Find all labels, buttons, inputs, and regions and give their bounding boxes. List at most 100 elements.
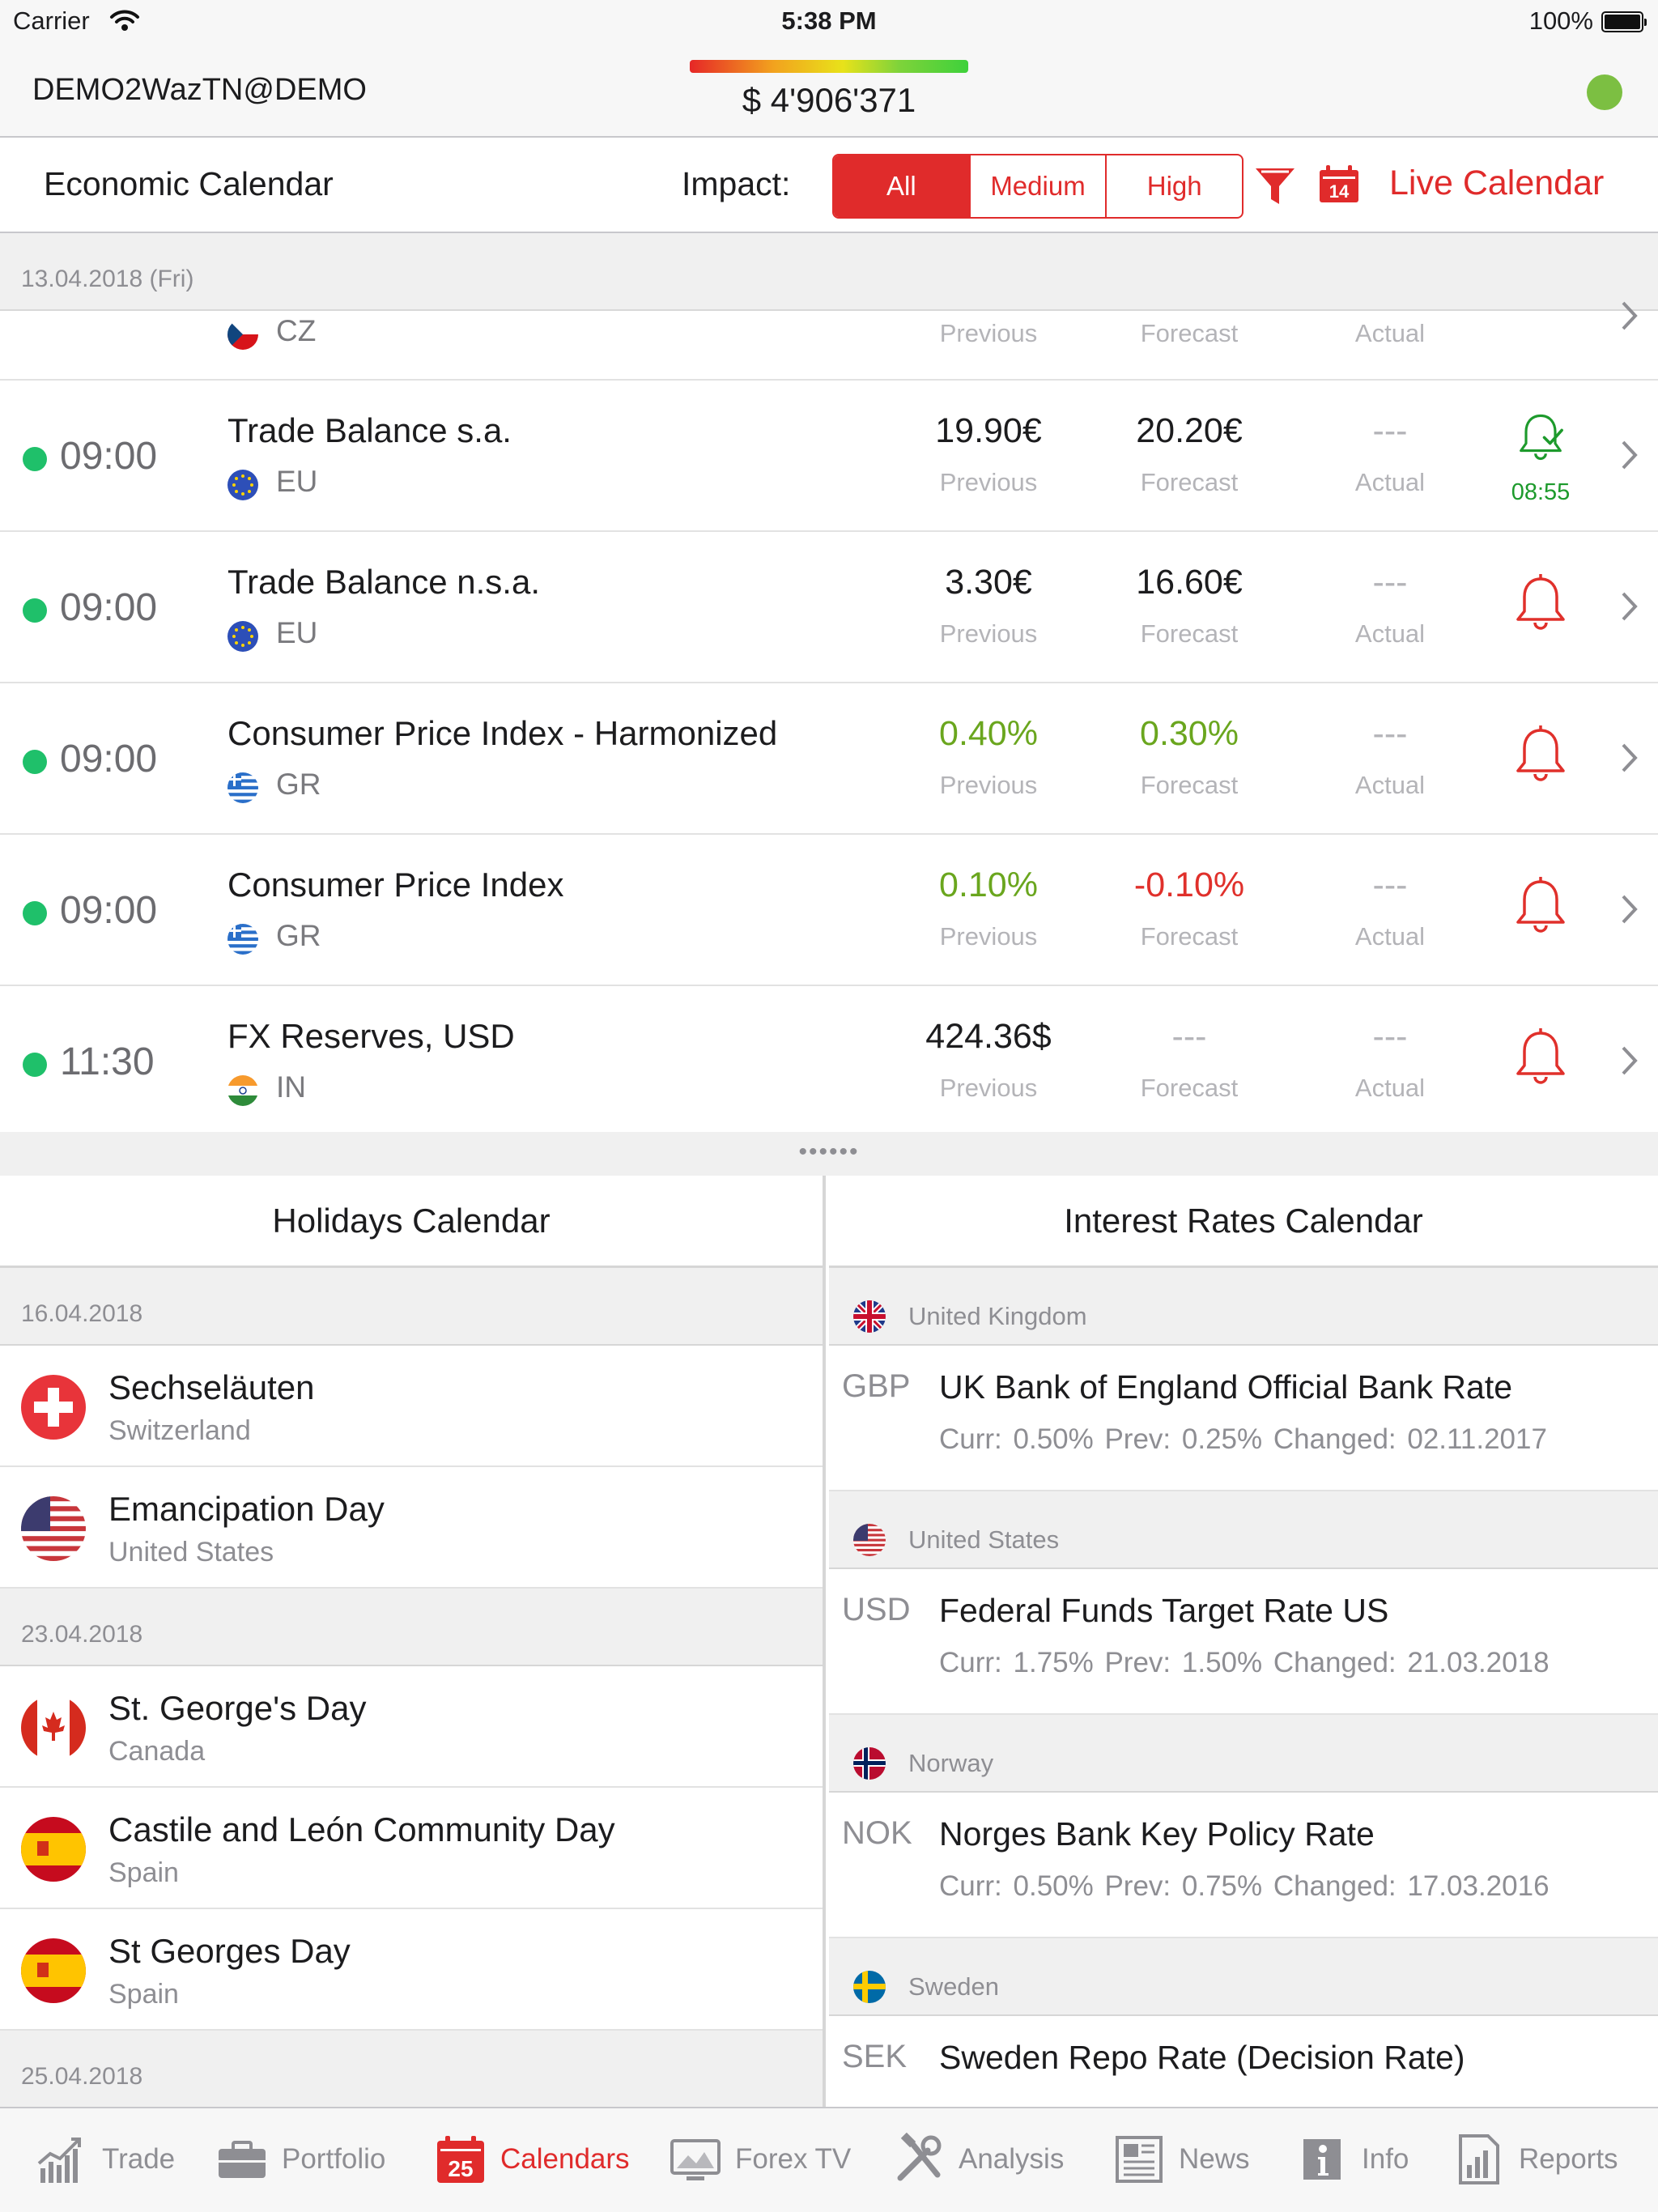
holiday-row[interactable]: St. George's Day Canada <box>0 1666 823 1788</box>
chevron-right-icon <box>1622 743 1638 772</box>
forecast-label: Forecast <box>1140 922 1239 951</box>
event-name: Trade Balance n.s.a. <box>227 563 540 601</box>
calendar-icon: 25 <box>437 2136 484 2183</box>
bell-icon[interactable] <box>1512 1027 1569 1091</box>
holiday-row[interactable]: Sechseläuten Switzerland <box>0 1346 823 1467</box>
rate-row[interactable]: SEK Sweden Repo Rate (Decision Rate) <box>829 2016 1658 2107</box>
forecast-label: Forecast <box>1140 468 1239 496</box>
impact-medium-button[interactable]: Medium <box>968 155 1106 217</box>
bell-icon[interactable] <box>1512 724 1569 789</box>
rate-country-header: Norway <box>829 1715 1658 1793</box>
chevron-right-icon <box>1622 1046 1638 1075</box>
rate-name: Norges Bank Key Policy Rate <box>939 1815 1375 1853</box>
drag-handle-icon[interactable]: •••••• <box>798 1138 860 1165</box>
event-row[interactable]: 09:00 Consumer Price Index - Harmonized … <box>0 683 1658 835</box>
previous-label: Previous <box>939 771 1038 799</box>
interest-rates-calendar-pane[interactable]: Interest Rates Calendar United Kingdom G… <box>829 1176 1658 2107</box>
live-status-dot <box>23 750 47 774</box>
rate-row[interactable]: NOK Norges Bank Key Policy Rate Curr: 0.… <box>829 1793 1658 1938</box>
rate-country-name: United States <box>908 1525 1060 1554</box>
tab-portfolio[interactable]: Portfolio <box>215 2131 385 2188</box>
economic-calendar-title: Economic Calendar <box>44 165 334 202</box>
margin-level-bar <box>690 60 968 73</box>
info-icon <box>1303 2139 1341 2180</box>
rate-detail: Curr: 0.50% Prev: 0.25% Changed: 02.11.2… <box>939 1423 1547 1455</box>
rate-row[interactable]: GBP UK Bank of England Official Bank Rat… <box>829 1346 1658 1491</box>
rate-country-name: United Kingdom <box>908 1302 1087 1330</box>
status-bar: Carrier 5:38 PM 100% <box>0 0 1658 45</box>
tab-bar: Trade Portfolio 25 Calendars Forex TV An… <box>0 2107 1658 2212</box>
tab-label: Forex TV <box>735 2143 852 2175</box>
holiday-country: United States <box>108 1537 274 1568</box>
rate-detail: Curr: 0.50% Prev: 0.75% Changed: 17.03.2… <box>939 1870 1550 1902</box>
bell-icon[interactable] <box>1512 572 1569 637</box>
event-row[interactable]: 09:00 Consumer Price Index GR 0.10% -0.1… <box>0 835 1658 986</box>
event-row[interactable]: 09:00 Trade Balance s.a. EU 19.90€ 20.20… <box>0 381 1658 532</box>
flag-in-icon <box>227 1075 258 1106</box>
live-calendar-button[interactable]: Live Calendar <box>1389 164 1605 202</box>
bell-icon[interactable] <box>1512 875 1569 940</box>
tab-calendars[interactable]: 25 Calendars <box>434 2131 630 2188</box>
live-status-dot <box>23 901 47 925</box>
holiday-name: Sechseläuten <box>108 1368 315 1406</box>
holiday-row[interactable]: St Georges Day Spain <box>0 1909 823 2031</box>
holiday-date-header: 23.04.2018 <box>0 1589 823 1666</box>
bell-alert-set-icon[interactable] <box>1512 411 1569 470</box>
live-status-dot <box>23 598 47 623</box>
tab-forex-tv[interactable]: Forex TV <box>669 2131 851 2188</box>
rate-currency: NOK <box>842 1815 912 1851</box>
battery-icon <box>1601 11 1647 32</box>
impact-high-button[interactable]: High <box>1105 155 1242 217</box>
event-country: IN <box>276 1070 306 1104</box>
calendar-icon[interactable]: 14 <box>1318 165 1360 204</box>
tab-label: Calendars <box>500 2143 630 2175</box>
actual-value: --- <box>1372 1017 1408 1056</box>
rate-name: Federal Funds Target Rate US <box>939 1592 1389 1629</box>
holidays-calendar-pane[interactable]: Holidays Calendar 16.04.2018 Sechseläute… <box>0 1176 826 2107</box>
tab-trade[interactable]: Trade <box>36 2131 175 2188</box>
event-name: Consumer Price Index - Harmonized <box>227 714 778 752</box>
account-name[interactable]: DEMO2WazTN@DEMO <box>32 73 367 107</box>
actual-value: --- <box>1372 563 1408 602</box>
rate-country-name: Sweden <box>908 1972 1000 2001</box>
flag-no-icon <box>853 1747 886 1780</box>
rate-name: Sweden Repo Rate (Decision Rate) <box>939 2039 1465 2076</box>
clock: 5:38 PM <box>781 6 877 35</box>
holiday-country: Switzerland <box>108 1415 251 1446</box>
event-country: EU <box>276 465 318 498</box>
actual-value: --- <box>1372 714 1408 753</box>
holiday-date-header: 16.04.2018 <box>0 1268 823 1346</box>
tab-reports[interactable]: Reports <box>1452 2131 1618 2188</box>
calendar-icon-day: 14 <box>1329 181 1350 202</box>
rate-currency: GBP <box>842 1368 911 1404</box>
event-row[interactable]: 11:30 FX Reserves, USD IN 424.36$ --- --… <box>0 986 1658 1132</box>
holiday-name: St Georges Day <box>108 1932 351 1970</box>
tab-info[interactable]: Info <box>1295 2131 1409 2188</box>
pane-splitter[interactable]: •••••• <box>0 1132 1658 1176</box>
newspaper-icon <box>1116 2136 1163 2183</box>
account-header: DEMO2WazTN@DEMO $ 4'906'371 <box>0 45 1658 138</box>
live-status-dot <box>23 1053 47 1077</box>
event-row[interactable]: CZ Previous Forecast Actual <box>0 301 1658 381</box>
event-row[interactable]: 09:00 Trade Balance n.s.a. EU 3.30€ 16.6… <box>0 532 1658 683</box>
live-status-dot <box>23 447 47 471</box>
previous-value: 424.36$ <box>925 1017 1052 1056</box>
flag-gb-icon <box>853 1300 886 1333</box>
economic-events-list[interactable]: 13.04.2018 (Fri) CZ Previous Forecast Ac… <box>0 233 1658 1132</box>
event-country: GR <box>276 919 321 952</box>
event-time: 11:30 <box>60 1040 155 1083</box>
filter-icon[interactable] <box>1253 165 1297 209</box>
event-country: EU <box>276 616 318 649</box>
rate-row[interactable]: USD Federal Funds Target Rate US Curr: 1… <box>829 1569 1658 1715</box>
event-time: 09:00 <box>60 435 158 478</box>
rate-country-header: United States <box>829 1491 1658 1569</box>
impact-all-button[interactable]: All <box>834 155 969 217</box>
holiday-country: Spain <box>108 1979 179 2010</box>
flag-cz-icon <box>227 319 258 350</box>
calendar-tab-day: 25 <box>448 2156 473 2181</box>
holiday-row[interactable]: Castile and León Community Day Spain <box>0 1788 823 1909</box>
holiday-row[interactable]: Emancipation Day United States <box>0 1467 823 1589</box>
tab-analysis[interactable]: Analysis <box>892 2131 1064 2188</box>
forecast-label: Forecast <box>1140 1074 1239 1102</box>
tab-news[interactable]: News <box>1112 2131 1250 2188</box>
